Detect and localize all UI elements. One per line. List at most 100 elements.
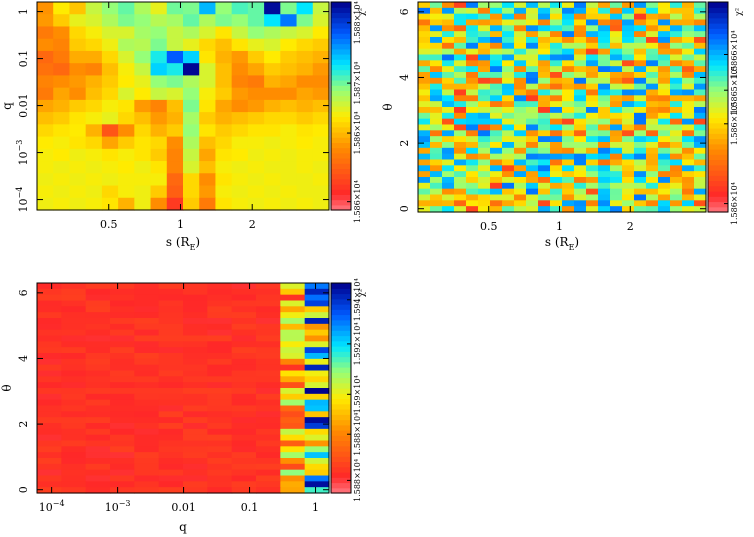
heatmap-cell [538,206,551,213]
heatmap-cell [231,452,257,459]
colorbar-label: χ² [357,289,366,297]
heatmap-cell [199,2,217,15]
heatmap-cell [280,75,298,89]
heatmap-cell [110,393,135,401]
heatmap-cell [280,353,306,360]
heatmap-cell [550,66,563,73]
heatmap-cell [304,341,330,348]
heatmap-cell [150,99,168,113]
heatmap-cell [207,417,233,424]
heatmap-cell [610,2,623,9]
heatmap-cell [514,136,527,143]
heatmap-cell [502,60,515,67]
heatmap-cell [550,112,563,120]
heatmap-cell [215,2,233,15]
heatmap-cell [550,95,563,102]
heatmap-cell [502,188,515,196]
colorbar-tick-label: 1.594×10⁴ [353,278,362,321]
heatmap-cell [466,54,479,61]
heatmap-cell [646,153,659,161]
heatmap-cell [207,323,233,331]
heatmap-cell [550,42,563,50]
heatmap-cell [166,124,184,138]
colorbar-swatch [331,393,351,400]
heatmap-cell [586,60,599,67]
heatmap-cell [296,124,314,138]
heatmap-cell [280,99,298,113]
heatmap-cell [207,481,233,488]
colorbar-swatch [331,194,351,201]
heatmap-cell [646,107,659,114]
heatmap-cell [586,142,599,149]
heatmap-cell [110,481,135,488]
heatmap-cell [110,417,135,424]
heatmap-cell [69,148,87,162]
heatmap-cell [110,323,135,331]
heatmap-cell [490,171,503,178]
heatmap-cell [634,19,647,26]
heatmap-cell [231,161,249,174]
heatmap-cell [280,173,298,187]
heatmap-cell [158,294,184,302]
heatmap-cell [634,136,647,143]
heatmap-cell [134,370,160,377]
colorbar-swatch [708,143,728,150]
heatmap-cell [118,136,135,150]
heatmap-cell [550,107,563,114]
heatmap-cell [312,136,330,150]
heatmap-cell [622,206,635,213]
heatmap-cell [158,434,184,442]
heatmap-cell [280,428,306,436]
heatmap-cell [256,347,281,354]
heatmap-cell [634,42,647,50]
x-tick-label: 1 [556,220,563,233]
heatmap-cell [574,89,587,96]
heatmap-cell [61,446,87,453]
colorbar-swatch [331,377,351,384]
heatmap-cell [598,31,611,38]
heatmap-cell [682,31,695,38]
heatmap-cell [183,197,200,211]
heatmap-cell [430,165,443,172]
heatmap-cell [610,177,623,184]
heatmap-cell [682,165,695,172]
colorbar-swatch [331,382,351,389]
heatmap-cell [247,161,265,174]
heatmap-cell [158,283,184,290]
heatmap-cell [304,446,330,453]
heatmap-cell [231,364,257,372]
heatmap-cell [526,107,539,114]
colorbar-swatch [708,154,728,161]
heatmap-cell [622,95,635,102]
heatmap-cell [37,446,62,453]
heatmap-cell [634,95,647,102]
heatmap-cell [256,283,281,290]
heatmap-cell [207,487,233,494]
heatmap-cell [110,294,135,302]
colorbar-swatch [331,54,351,60]
heatmap-cell [134,434,160,442]
heatmap-cell [502,147,515,155]
heatmap-cell [562,66,575,73]
heatmap-cell [586,66,599,73]
heatmap-cell [134,481,160,488]
heatmap-cell [61,487,87,494]
heatmap-cell [502,48,515,56]
heatmap-cell [207,463,233,471]
heatmap-cell [490,95,503,102]
heatmap-cell [694,60,707,67]
heatmap-cell [37,353,62,360]
heatmap-cell [183,312,208,319]
heatmap-cell [37,335,62,342]
heatmap-cell [134,87,152,101]
heatmap-cell [85,452,111,459]
heatmap-cell [101,161,119,174]
colorbar-swatch [708,112,728,119]
colorbar-swatch [331,137,351,143]
heatmap-cell [502,142,515,149]
heatmap-cell [550,72,563,79]
heatmap-cell [490,31,503,38]
heatmap-cell [304,283,330,290]
heatmap-cell [430,136,443,143]
